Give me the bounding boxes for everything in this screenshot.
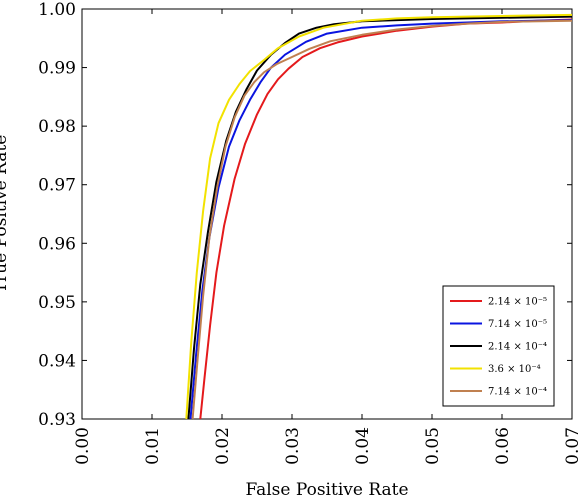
y-tick-label: 0.99 xyxy=(38,59,76,79)
plot-area: 0.00 0.01 0.02 0.03 0.04 0.05 0.06 0.07 0.93 0.94… xyxy=(38,0,580,465)
legend-label: 2.14 × 10⁻⁴ xyxy=(488,342,547,353)
y-axis-label: True Positive Rate xyxy=(0,135,11,294)
legend-label: 7.14 × 10⁻⁴ xyxy=(488,387,547,398)
x-tick-label: 0.00 xyxy=(73,427,93,465)
y-tick-label: 0.97 xyxy=(38,176,76,196)
x-tick-label: 0.01 xyxy=(143,427,163,465)
legend-label: 7.14 × 10⁻⁵ xyxy=(488,319,547,330)
x-tick-label: 0.03 xyxy=(283,427,303,465)
series-line xyxy=(191,19,573,420)
x-tick-label: 0.02 xyxy=(213,427,233,465)
x-tick-label: 0.07 xyxy=(563,427,580,465)
x-tick-label: 0.05 xyxy=(423,427,443,465)
legend-label: 2.14 × 10⁻⁵ xyxy=(488,297,547,308)
plot-frame xyxy=(81,8,573,420)
y-tick-label: 1.00 xyxy=(38,0,76,20)
x-tick-label: 0.06 xyxy=(493,427,513,465)
legend-label: 3.6 × 10⁻⁴ xyxy=(488,364,541,375)
y-tick-label: 0.98 xyxy=(38,117,76,137)
series-lines xyxy=(185,13,573,420)
axis-ticks: 0.00 0.01 0.02 0.03 0.04 0.05 0.06 0.07 0.93 0.94… xyxy=(38,0,580,465)
x-axis-label: False Positive Rate xyxy=(245,480,408,500)
y-tick-label: 0.96 xyxy=(38,234,76,254)
y-tick-label: 0.94 xyxy=(38,351,76,371)
y-tick-label: 0.93 xyxy=(38,410,76,430)
series-line xyxy=(185,13,573,420)
x-tick-label: 0.04 xyxy=(353,427,373,465)
y-tick-label: 0.95 xyxy=(38,293,76,313)
legend: 2.14 × 10⁻⁵ 7.14 × 10⁻⁵ 2.14 × 10⁻⁴ 3.6 × 1… xyxy=(442,285,555,407)
